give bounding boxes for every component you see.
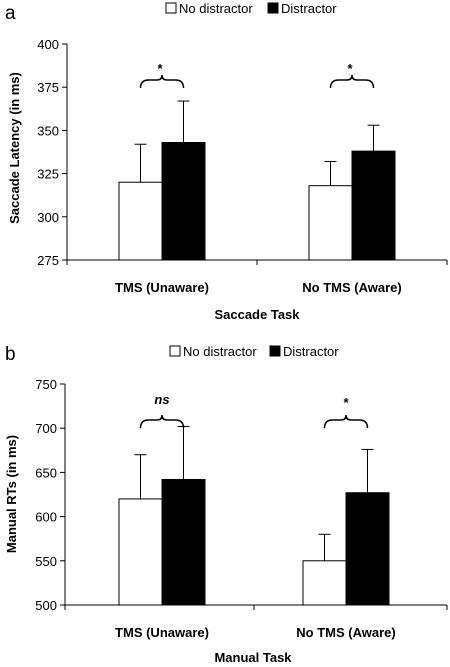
y-tick-label-b-500: 500 [35,598,57,613]
bar-a-tms-unaware-distractor [161,141,206,261]
category-label-a-no-tms-aware: No TMS (Aware) [302,280,401,295]
bar-b-tms-unaware-distractor [161,478,206,606]
bar-b-no-tms-aware-distractor [345,492,390,606]
legend-a-label-no-distractor: No distractor [179,1,253,16]
legend-b: No distractor Distractor [169,344,339,359]
y-tick-label-a-300: 300 [37,210,59,225]
significance-brace-a-tms-unaware [139,74,185,89]
significance-label-a-2: * [347,61,353,76]
legend-a-swatch-distractor [267,2,279,14]
legend-a-swatch-no-distractor [165,2,177,14]
y-tick-label-b-750: 750 [35,377,57,392]
y-tick-label-b-700: 700 [35,421,57,436]
y-tick-label-a-325: 325 [37,167,59,182]
y-tick-label-a-400: 400 [37,37,59,52]
legend-b-swatch-distractor [269,345,281,357]
significance-brace-b-tms-unaware [139,414,185,429]
panel-a-label: a [5,3,16,24]
category-label-b-tms-unaware: TMS (Unaware) [115,625,209,640]
y-tick-label-b-650: 650 [35,465,57,480]
x-axis-title-a: Saccade Task [214,307,300,322]
category-label-b-no-tms-aware: No TMS (Aware) [296,625,395,640]
legend-b-swatch-no-distractor [169,345,181,357]
x-axis-title-b: Manual Task [214,650,292,665]
y-tick-label-a-350: 350 [37,123,59,138]
y-tick-label-a-275: 275 [37,253,59,268]
significance-brace-a-no-tms-aware [329,74,375,89]
y-tick-label-b-550: 550 [35,554,57,569]
significance-label-a-1: * [157,61,163,76]
bar-a-no-tms-aware-distractor [351,150,396,261]
significance-label-b-1: ns [154,392,169,407]
legend-b-label-distractor: Distractor [283,344,339,359]
y-axis-title-b: Manual RTs (in ms) [4,435,19,553]
legend-a-label-distractor: Distractor [281,1,337,16]
bar-a-tms-unaware-no-distractor [118,181,163,261]
panel-a: a No distractor Distractor Saccade Laten… [5,1,448,322]
panel-b: b No distractor Distractor Manual RTs (i… [4,344,448,665]
panel-b-label: b [5,344,16,365]
y-tick-label-b-600: 600 [35,510,57,525]
category-label-a-tms-unaware: TMS (Unaware) [115,280,209,295]
legend-b-label-no-distractor: No distractor [183,344,257,359]
bar-b-no-tms-aware-no-distractor [302,560,347,606]
y-tick-label-a-375: 375 [37,80,59,95]
bar-a-no-tms-aware-no-distractor [308,185,353,261]
y-axis-title-a: Saccade Latency (in ms) [7,72,22,224]
significance-brace-b-no-tms-aware [323,414,369,429]
legend-a: No distractor Distractor [165,1,337,16]
bar-b-tms-unaware-no-distractor [118,498,163,606]
significance-label-b-2: * [343,395,349,410]
